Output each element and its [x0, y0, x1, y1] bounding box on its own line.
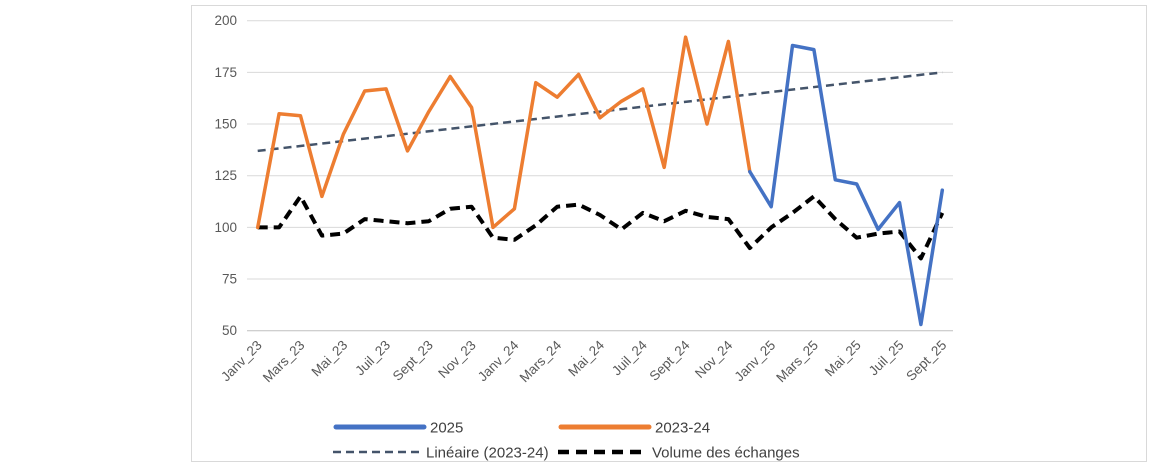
- legend-item-2023-24: 2023-24: [558, 420, 710, 437]
- y-tick-label: 50: [222, 323, 237, 338]
- legend-label-2025: 2025: [430, 420, 463, 437]
- legend-item-2025: 2025: [333, 420, 463, 437]
- y-tick-label: 150: [214, 117, 237, 132]
- y-tick-label: 175: [214, 65, 237, 80]
- trendline-lineaire-2023-24: [257, 71, 943, 153]
- legend-label-2023-24: 2023-24: [655, 420, 710, 437]
- legend-label-lineaire: Linéaire (2023-24): [426, 445, 549, 462]
- y-tick-label: 200: [214, 13, 237, 28]
- legend-item-volume: Volume des échanges: [558, 445, 800, 462]
- y-tick-label: 100: [214, 220, 237, 235]
- legend: 2025 2023-24 Linéaire (2023-24) Volume d…: [333, 420, 800, 462]
- series-2025-line: [748, 43, 945, 327]
- series-2023-24-line: [255, 35, 752, 230]
- y-tick-label: 75: [222, 272, 237, 287]
- chart-border: [191, 5, 1147, 462]
- y-tick-label: 125: [214, 168, 237, 183]
- legend-label-volume: Volume des échanges: [652, 445, 800, 462]
- series-volume-des-echanges-line: [257, 194, 945, 261]
- legend-item-lineaire: Linéaire (2023-24): [333, 445, 549, 462]
